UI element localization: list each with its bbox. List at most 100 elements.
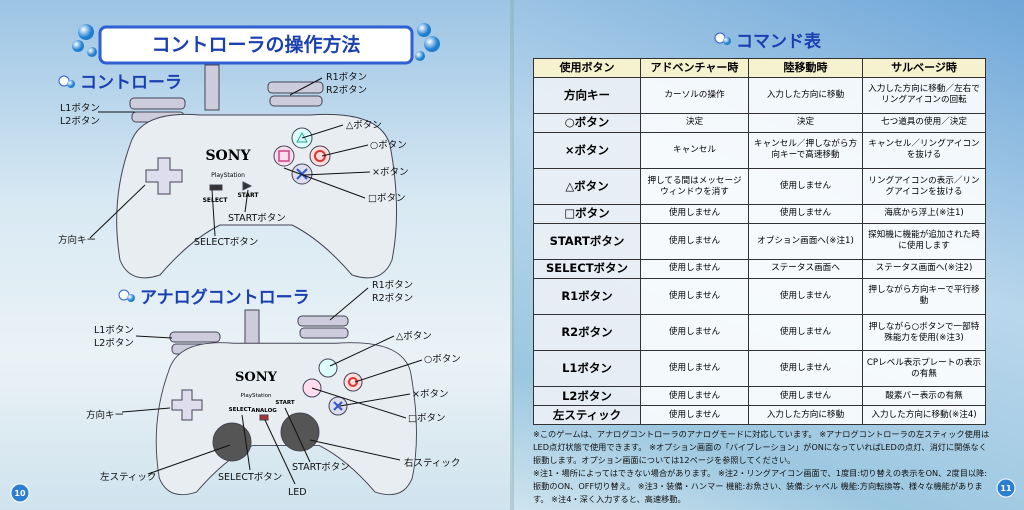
label: □ボタン [368,193,405,204]
button-cell: 方向キー [533,76,641,114]
page-number-badge [996,478,1016,498]
table-cell: 使用しません [640,350,749,388]
button-print: SELECT [229,407,252,413]
label: STARTボタン [292,462,350,473]
label: □ボタン [408,413,445,424]
table-row: R1ボタン 使用しません 使用しません 押しながら方向キーで平行移動 [533,277,986,316]
page-number-badge [10,483,30,503]
table-cell: 海底から浮上(※注1) [862,204,986,224]
table-row: □ボタン 使用しません 使用しません 海底から浮上(※注1) [533,204,986,224]
label: SELECTボタン [218,472,282,483]
icon [723,37,731,45]
icon [127,294,135,302]
table-row: △ボタン 押してる間はメッセージウィンドウを消す 使用しません リングアイコンの表示／… [533,167,986,206]
header-row: 使用ボタン アドベンチャー時 陸移動時 サルベージ時 [533,58,986,78]
label: L1ボタン [94,325,134,336]
button-cell: ×ボタン [533,131,641,169]
label: L2ボタン [60,116,100,127]
button-print: SELECT [203,197,229,204]
label: ○ボタン [424,354,461,365]
button-cell: L1ボタン [533,350,641,388]
table-cell: CPレベル表示プレートの表示の有無 [862,350,986,388]
notes: ※このゲームは、アナログコントローラのアナログモードに対応しています。 ※アナロ… [533,428,991,506]
table-cell: 入力した方向に移動／左右でリングアイコンの回転 [862,76,986,114]
header-cell: 陸移動時 [748,58,863,78]
page-number: 10 [14,489,26,498]
table-cell: 使用しません [640,386,749,407]
table-cell: 使用しません [748,350,863,388]
label: L2ボタン [94,338,134,349]
label: 左スティック [100,471,156,483]
table-cell: 使用しません [640,405,749,425]
icon [67,80,75,88]
table-cell: キャンセル [640,131,749,169]
label: △ボタン [346,120,382,131]
button-print: START [275,400,295,406]
label: △ボタン [396,331,432,342]
label: 右スティック [404,457,460,469]
page-fold [510,0,514,510]
header-cell: アドベンチャー時 [640,58,749,78]
button-cell: ○ボタン [533,112,641,133]
label: R1ボタン [326,72,367,83]
table-cell: キャンセル／リングアイコンを抜ける [862,131,986,169]
label: ×ボタン [412,389,448,400]
leader-lines [89,77,371,239]
page-title: コントローラの操作方法 [151,33,360,56]
button-cell: R2ボタン [533,313,641,352]
table-cell: 決定 [640,112,749,133]
label: STARTボタン [228,213,286,224]
table-row: SELECTボタン 使用しません ステータス画面へ ステータス画面へ(※注2) [533,259,986,279]
table-cell: 使用しません [640,277,749,316]
table-row: L1ボタン 使用しません 使用しません CPレベル表示プレートの表示の有無 [533,350,986,388]
button-cell: 左スティック [533,405,641,425]
table-cell: 使用しません [640,313,749,352]
label: SELECTボタン [194,237,258,248]
button-print: ANALOG [251,408,277,414]
table-cell: 使用しません [748,386,863,407]
page-number: 11 [1000,484,1012,493]
label: R1ボタン [372,280,413,291]
label: R2ボタン [326,85,367,96]
button-cell: △ボタン [533,167,641,206]
table-cell: 使用しません [748,277,863,316]
button-cell: SELECTボタン [533,259,641,279]
table-cell: 使用しません [748,313,863,352]
label: 方向キー [86,409,124,421]
analog-controller [155,309,417,496]
table-cell: 入力した方向に移動 [748,76,863,114]
table-row: 方向キー カーソルの操作 入力した方向に移動 入力した方向に移動／左右でリングアイコン… [533,76,986,114]
section-heading: アナログコントローラ [140,287,310,308]
table-cell: リングアイコンの表示／リングアイコンを抜ける [862,167,986,206]
note: ※注1・場所によってはできない場合があります。 ※注2・リングアイコン画面で、1… [533,468,988,504]
note: ※このゲームは、アナログコントローラのアナログモードに対応しています。 ※アナロ… [533,429,990,465]
label: 方向キー [58,234,96,246]
button-cell: L2ボタン [533,386,641,407]
header-cell: 使用ボタン [533,58,641,78]
table-cell: ステータス画面へ [748,259,863,279]
table-cell: キャンセル／押しながら方向キーで高速移動 [748,131,863,169]
table-cell: ステータス画面へ(※注2) [862,259,986,279]
button-cell: STARTボタン [533,222,641,261]
brand: SONY [235,370,278,385]
table-cell: 使用しません [640,259,749,279]
table-cell: 押しながら方向キーで平行移動 [862,277,986,316]
logo-text: PlayStation [211,172,245,179]
table-row: R2ボタン 使用しません 使用しません 押しながら○ボタンで一部特殊能力を使用(※注3… [533,313,986,352]
table-row: STARTボタン 使用しません オプション画面へ(※注1) 探知機に機能が追加された時… [533,222,986,261]
logo-text: PlayStation [240,393,272,399]
table-cell: 酸素バー表示の有無 [862,386,986,407]
button-print: START [237,192,259,199]
section-heading: コマンド表 [736,31,822,52]
table-cell: オプション画面へ(※注1) [748,222,863,261]
button-cell: R1ボタン [533,277,641,316]
table-cell: 使用しません [748,204,863,224]
section-heading: コントローラ [80,73,182,93]
button-cell: □ボタン [533,204,641,224]
table-row: ×ボタン キャンセル キャンセル／押しながら方向キーで高速移動 キャンセル／リングアイ… [533,131,986,169]
table-row: ○ボタン 決定 決定 七つ道具の使用／決定 [533,112,986,133]
label: ×ボタン [372,167,408,178]
table-cell: 決定 [748,112,863,133]
table-cell: 七つ道具の使用／決定 [862,112,986,133]
